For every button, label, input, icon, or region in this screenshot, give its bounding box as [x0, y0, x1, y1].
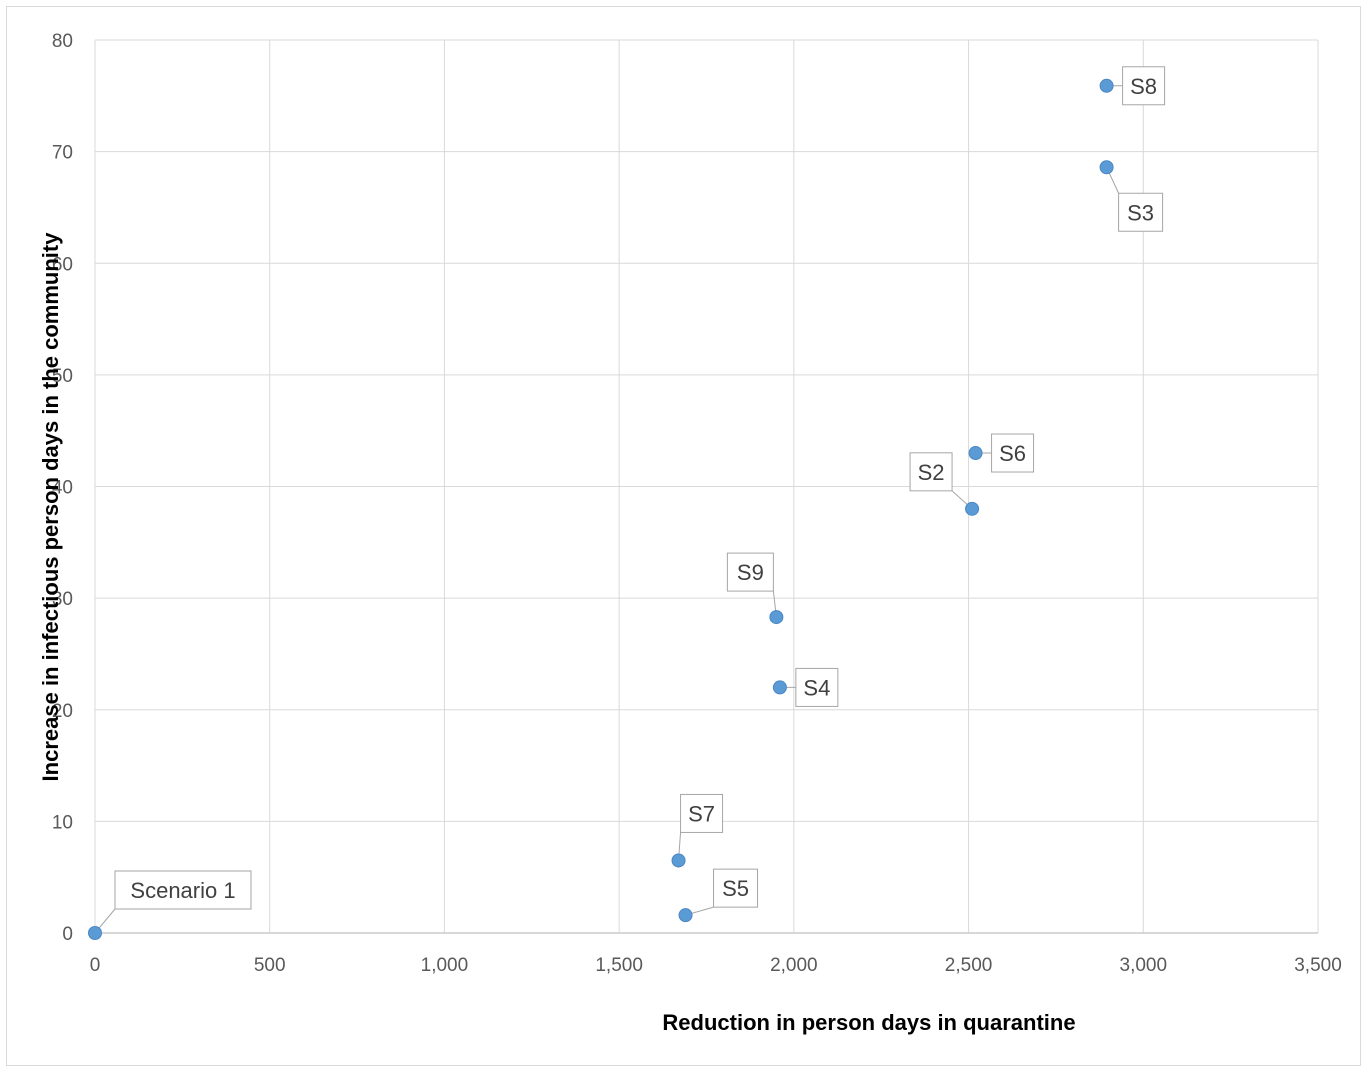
- data-point: [769, 610, 784, 625]
- callout-box: [991, 433, 1035, 473]
- y-tick-label: 80: [52, 31, 73, 52]
- data-point: [1099, 160, 1114, 175]
- data-label: S7: [688, 801, 715, 826]
- data-label: S6: [999, 441, 1026, 466]
- x-tick-label: 500: [254, 955, 286, 976]
- data-label: Scenario 1: [130, 878, 235, 903]
- callout-box: [680, 793, 724, 833]
- y-tick-label: 50: [52, 366, 73, 387]
- callout-box: [1118, 192, 1164, 232]
- tick-labels: 0 10 20 30 40 50 60 70 80 0 500 1,000 1,500 2,000 2,50…: [52, 31, 1342, 976]
- callout-box: [909, 452, 953, 492]
- x-tick-label: 3,500: [1294, 955, 1342, 976]
- data-label: S9: [737, 560, 764, 585]
- data-label: S3: [1127, 200, 1154, 225]
- y-tick-label: 70: [52, 143, 73, 164]
- data-label: S2: [918, 460, 945, 485]
- gridlines: [95, 39, 1319, 933]
- data-point: [772, 680, 787, 695]
- axes: [94, 40, 1318, 934]
- callout-box: [114, 870, 252, 910]
- data-label: S8: [1130, 74, 1157, 99]
- data-label: S5: [722, 876, 749, 901]
- data-point: [88, 926, 102, 940]
- y-tick-label: 40: [52, 478, 73, 499]
- x-tick-label: 2,000: [770, 955, 818, 976]
- y-tick-label: 10: [52, 812, 73, 833]
- data-points: [88, 78, 1114, 940]
- data-label: S4: [803, 675, 830, 700]
- y-tick-label: 60: [52, 254, 73, 275]
- y-tick-label: 30: [52, 589, 73, 610]
- x-tick-label: 3,000: [1120, 955, 1168, 976]
- data-point: [968, 446, 983, 461]
- data-point: [1099, 78, 1114, 93]
- y-tick-label: 20: [52, 701, 73, 722]
- callout-box: [795, 667, 839, 707]
- callout-box: [713, 868, 759, 908]
- data-label-callouts: Scenario 1 S2 S3 S4 S5 S6 S7 S8 S9: [94, 66, 1166, 934]
- y-axis-title: Increase in infectious person days in th…: [38, 232, 63, 782]
- data-point: [671, 853, 686, 868]
- callout-box: [1122, 66, 1166, 106]
- x-axis-title: Reduction in person days in quarantine: [662, 1010, 1075, 1035]
- y-tick-label: 0: [62, 924, 73, 945]
- data-point: [678, 908, 693, 923]
- x-tick-label: 0: [90, 955, 101, 976]
- x-tick-label: 1,500: [595, 955, 643, 976]
- x-tick-label: 1,000: [421, 955, 469, 976]
- callout-box: [726, 552, 774, 592]
- data-point: [965, 501, 980, 516]
- x-tick-label: 2,500: [945, 955, 993, 976]
